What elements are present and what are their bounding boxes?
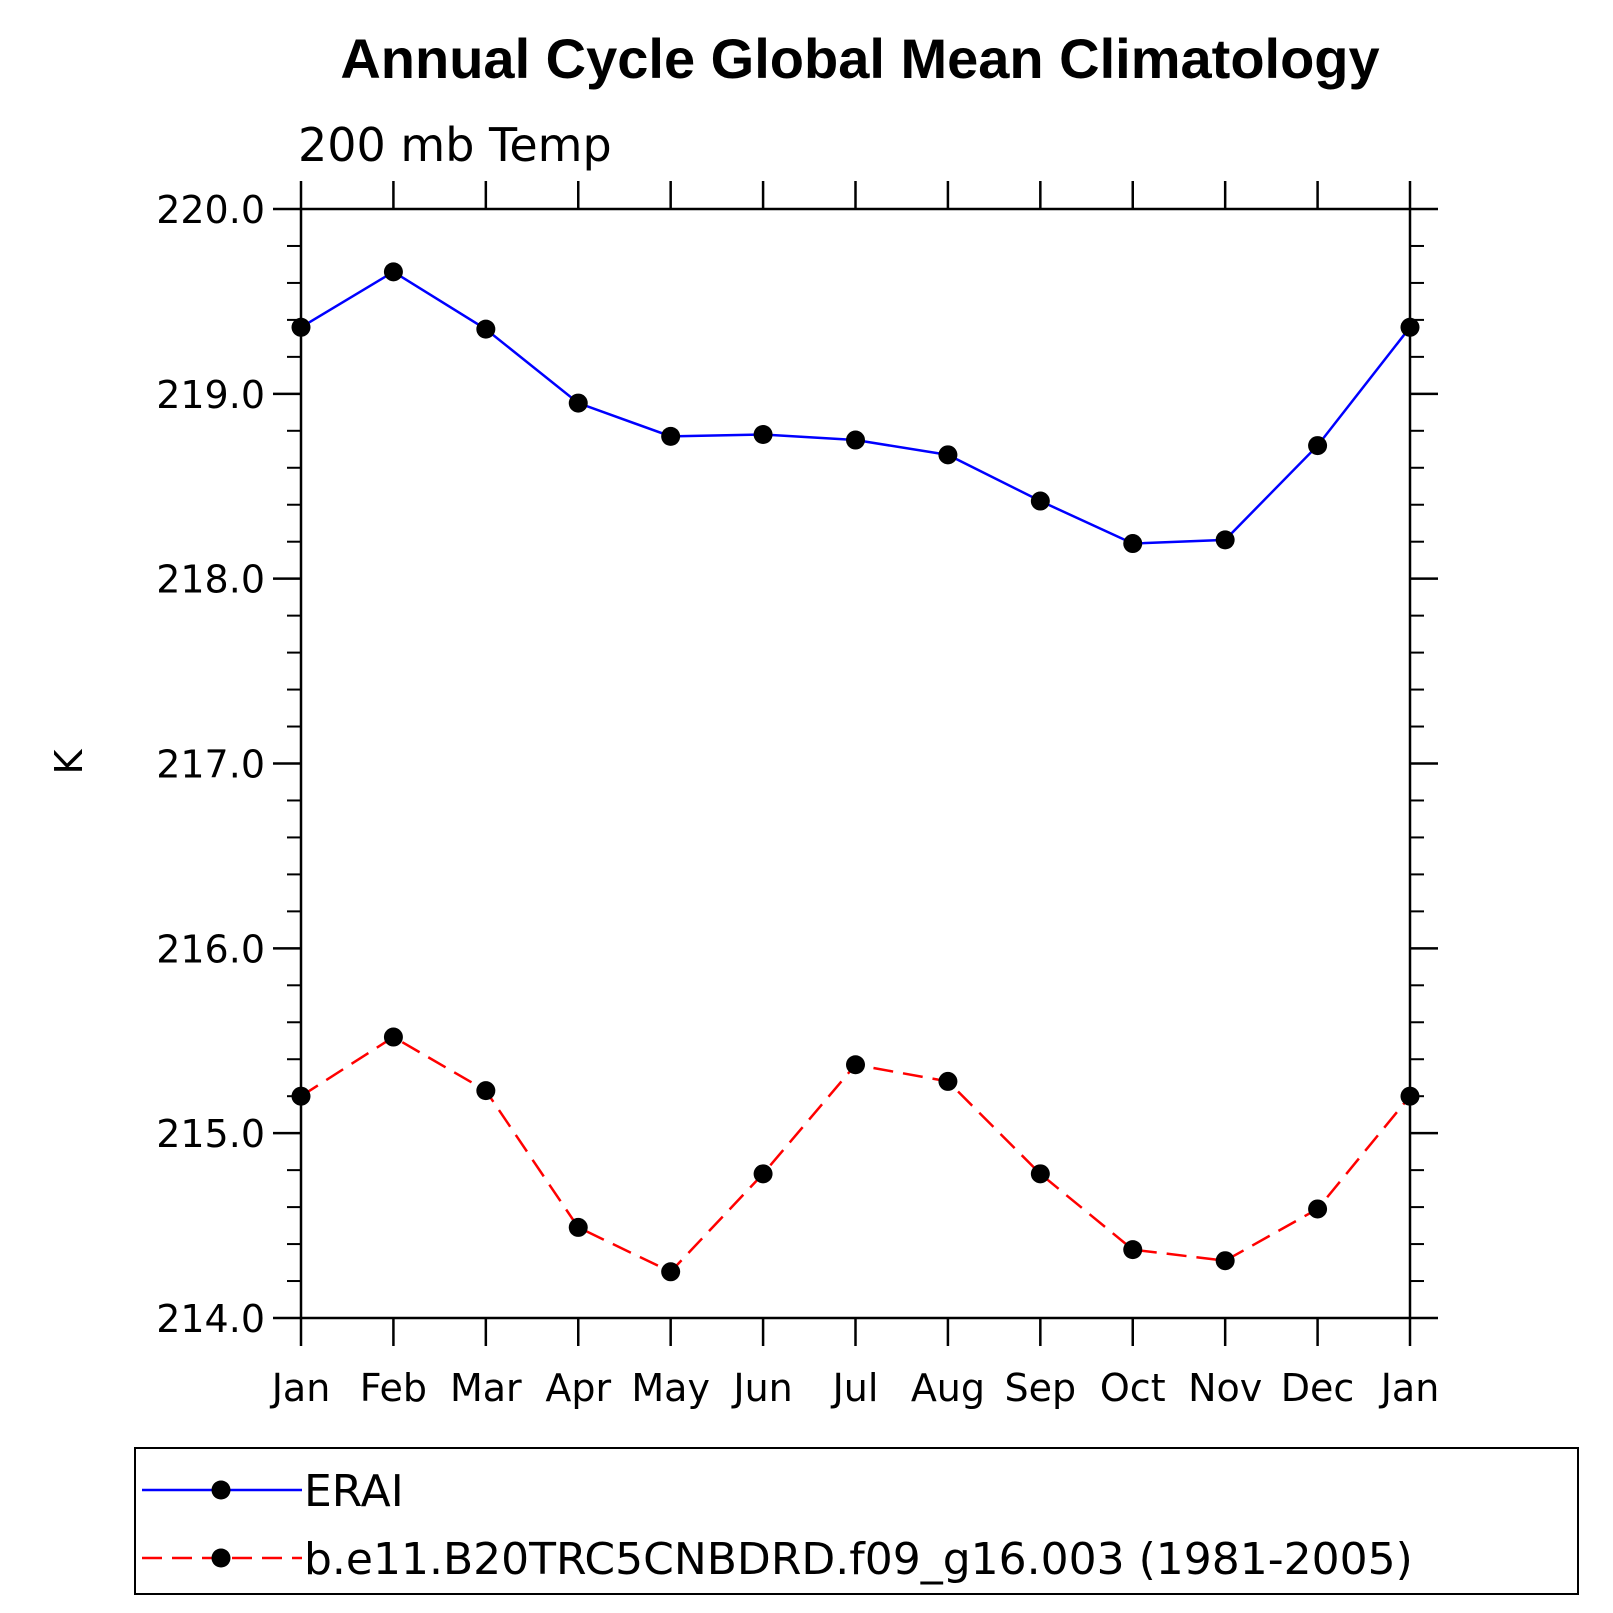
data-point-series-0 bbox=[1215, 530, 1235, 550]
data-point-series-1 bbox=[938, 1071, 958, 1091]
data-point-series-1 bbox=[753, 1164, 773, 1184]
legend-label-1: b.e11.B20TRC5CNBDRD.f09_g16.003 (1981-20… bbox=[304, 1534, 1413, 1585]
data-point-series-1 bbox=[568, 1217, 588, 1237]
x-tick-label: Mar bbox=[450, 1366, 522, 1410]
y-tick-label: 214.0 bbox=[156, 1297, 265, 1341]
data-point-series-1 bbox=[1308, 1199, 1328, 1219]
data-point-series-1 bbox=[476, 1081, 496, 1101]
data-point-series-0 bbox=[476, 319, 496, 339]
data-point-series-1 bbox=[1123, 1240, 1143, 1260]
data-point-series-0 bbox=[1123, 534, 1143, 554]
data-point-series-0 bbox=[291, 317, 311, 337]
legend-marker-0 bbox=[211, 1480, 231, 1500]
data-point-series-1 bbox=[1215, 1251, 1235, 1271]
y-tick-label: 220.0 bbox=[156, 188, 265, 232]
axes: 214.0 215.0 216.0 217.0 218.0 219.0 220.0 Jan Fe… bbox=[156, 181, 1439, 1410]
data-point-series-0 bbox=[568, 393, 588, 413]
x-tick-label: Oct bbox=[1100, 1366, 1166, 1410]
data-point-series-0 bbox=[383, 262, 403, 282]
y-tick-label: 218.0 bbox=[156, 558, 265, 602]
legend-label-0: ERAI bbox=[304, 1466, 404, 1517]
data-point-series-1 bbox=[383, 1027, 403, 1047]
x-tick-label: Jan bbox=[270, 1366, 331, 1410]
chart-title: Annual Cycle Global Mean Climatology bbox=[340, 27, 1379, 90]
data-point-series-1 bbox=[1030, 1164, 1050, 1184]
data-point-series-1 bbox=[291, 1086, 311, 1106]
y-tick-label: 215.0 bbox=[156, 1112, 265, 1156]
y-tick-label: 219.0 bbox=[156, 373, 265, 417]
x-tick-label: Aug bbox=[911, 1366, 985, 1410]
y-tick-label: 217.0 bbox=[156, 743, 265, 787]
data-point-series-0 bbox=[1030, 491, 1050, 511]
x-tick-label: Apr bbox=[545, 1366, 611, 1410]
data-point-series-1 bbox=[1400, 1086, 1420, 1106]
plot-frame bbox=[299, 207, 1412, 1320]
legend-box bbox=[134, 1447, 1579, 1595]
series-line-0 bbox=[300, 270, 1411, 545]
data-point-series-0 bbox=[661, 426, 681, 446]
series-layer bbox=[291, 262, 1420, 1282]
data-point-series-0 bbox=[1308, 436, 1328, 456]
data-point-series-0 bbox=[1400, 317, 1420, 337]
legend-marker-1 bbox=[211, 1548, 231, 1568]
x-tick-label: Jul bbox=[831, 1366, 879, 1410]
data-point-series-0 bbox=[938, 445, 958, 465]
legend: ERAI b.e11.B20TRC5CNBDRD.f09_g16.003 (198… bbox=[134, 1447, 1579, 1595]
chart-subtitle: 200 mb Temp bbox=[298, 118, 612, 172]
data-point-series-0 bbox=[753, 424, 773, 444]
y-tick-label: 216.0 bbox=[156, 927, 265, 971]
y-axis-label: K bbox=[47, 748, 91, 774]
x-tick-label: Nov bbox=[1188, 1366, 1262, 1410]
x-tick-label: May bbox=[631, 1366, 710, 1410]
data-point-series-1 bbox=[846, 1055, 865, 1075]
data-point-series-0 bbox=[846, 430, 865, 450]
x-tick-label: Dec bbox=[1281, 1366, 1355, 1410]
x-tick-label: Jun bbox=[731, 1366, 792, 1410]
data-point-series-1 bbox=[661, 1262, 681, 1282]
x-tick-label: Sep bbox=[1005, 1366, 1077, 1410]
x-tick-label: Feb bbox=[360, 1366, 427, 1410]
x-tick-label: Jan bbox=[1379, 1366, 1440, 1410]
